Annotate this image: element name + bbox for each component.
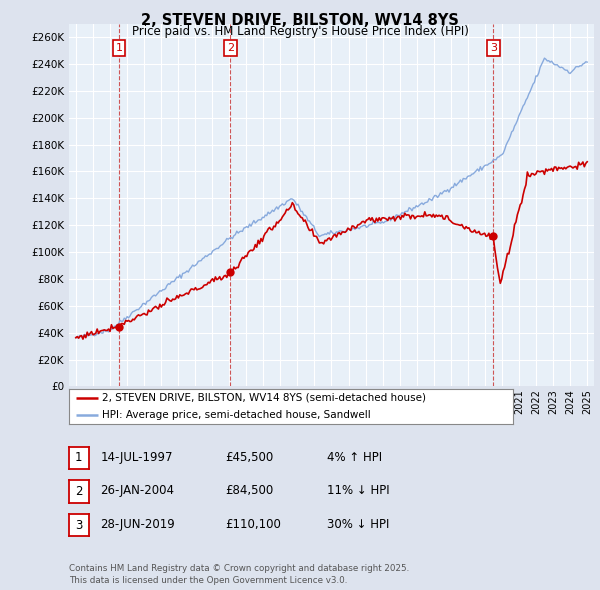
Text: 1: 1	[75, 451, 83, 464]
Text: HPI: Average price, semi-detached house, Sandwell: HPI: Average price, semi-detached house,…	[102, 410, 371, 420]
Text: Price paid vs. HM Land Registry's House Price Index (HPI): Price paid vs. HM Land Registry's House …	[131, 25, 469, 38]
Text: 28-JUN-2019: 28-JUN-2019	[100, 518, 175, 531]
Text: 3: 3	[75, 519, 83, 532]
Text: 4% ↑ HPI: 4% ↑ HPI	[327, 451, 382, 464]
Text: 2: 2	[227, 43, 234, 53]
Text: 2, STEVEN DRIVE, BILSTON, WV14 8YS: 2, STEVEN DRIVE, BILSTON, WV14 8YS	[141, 13, 459, 28]
Text: £110,100: £110,100	[225, 518, 281, 531]
Text: £45,500: £45,500	[225, 451, 273, 464]
Text: 2, STEVEN DRIVE, BILSTON, WV14 8YS (semi-detached house): 2, STEVEN DRIVE, BILSTON, WV14 8YS (semi…	[102, 393, 426, 403]
Text: Contains HM Land Registry data © Crown copyright and database right 2025.
This d: Contains HM Land Registry data © Crown c…	[69, 565, 409, 585]
Text: 3: 3	[490, 43, 497, 53]
Text: £84,500: £84,500	[225, 484, 273, 497]
Text: 26-JAN-2004: 26-JAN-2004	[100, 484, 174, 497]
Text: 11% ↓ HPI: 11% ↓ HPI	[327, 484, 389, 497]
Text: 1: 1	[116, 43, 122, 53]
Text: 30% ↓ HPI: 30% ↓ HPI	[327, 518, 389, 531]
Text: 2: 2	[75, 485, 83, 498]
Text: 14-JUL-1997: 14-JUL-1997	[100, 451, 173, 464]
